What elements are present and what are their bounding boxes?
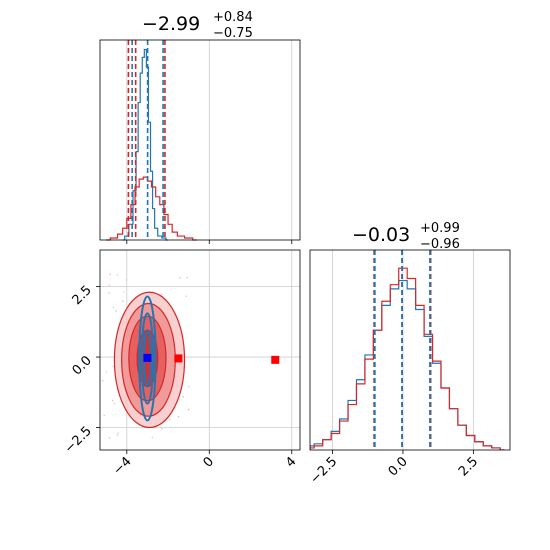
joint-xtick-label: 4 [283,454,299,470]
joint-ytick-label: −2.5 [62,424,95,457]
joint-scatter-point [161,293,163,296]
joint-scatter-point [108,292,110,294]
joint-scatter-point [179,277,181,279]
joint-frame [99,249,301,451]
joint-xtick-label: −4 [110,454,134,478]
joint-scatter-point [108,437,111,439]
joint-scatter-point [111,399,114,402]
joint-panel: −4 0 4 −2.5 0.0 2.5 [62,249,301,478]
marginal-x-title-plus: +0.84 [213,10,253,25]
joint-scatter-point [117,432,119,434]
marginal-y-panel: −0.03 +0.99 −0.96 −2.5 0.0 2.5 [307,221,511,487]
joint-scatter-point [122,291,125,293]
joint-scatter-point [151,436,154,439]
joint-marker [271,355,280,364]
joint-marker [143,353,152,362]
joint-ytick-label: 2.5 [70,283,95,308]
marginal-y-xtick-label: −2.5 [307,454,340,487]
joint-scatter-point [185,295,187,297]
joint-scatter-point [109,273,111,275]
joint-scatter-point [116,434,119,437]
joint-scatter-point [182,396,185,398]
joint-xtick-label: 0 [201,454,217,470]
joint-scatter-point [160,427,163,430]
joint-scatter-point [168,418,171,421]
joint-scatter-point [122,300,124,302]
marginal-y-xtick-label: 0.0 [386,454,411,479]
joint-scatter-point [187,408,190,411]
joint-scatter-point [113,402,116,405]
marginal-y-title-main: −0.03 [352,224,410,246]
joint-scatter-point [101,379,104,382]
joint-scatter-point [186,276,189,279]
joint-scatter-point [125,279,128,281]
marginal-x-title-main: −2.99 [142,13,200,35]
joint-scatter-point [116,274,119,276]
marginal-y-frame [309,249,511,451]
joint-scatter-point [187,385,190,388]
joint-scatter-point [112,306,115,309]
joint-ytick-label: 0.0 [70,353,95,378]
marginal-x-title-minus: −0.75 [213,26,253,41]
marginal-y-title-minus: −0.96 [420,237,460,252]
joint-blue-contour [140,312,155,405]
joint-blue-contour [138,295,157,422]
marginal-y-title-plus: +0.99 [420,221,460,236]
marginal-y-xtick-label: 2.5 [456,454,481,479]
joint-marker [174,354,183,363]
marginal-x-frame [99,39,301,241]
joint-scatter-point [108,284,111,286]
marginal-x-histogram-series [122,48,169,241]
joint-scatter-point [177,416,180,418]
joint-scatter-point [112,365,114,368]
joint-scatter-point [105,371,108,373]
joint-scatter-point [103,414,106,417]
joint-scatter-point [115,310,117,312]
marginal-x-panel: −2.99 +0.84 −0.75 [99,10,301,244]
marginal-y-histogram-series [310,267,505,450]
marginal-x-histogram-series [106,176,197,241]
